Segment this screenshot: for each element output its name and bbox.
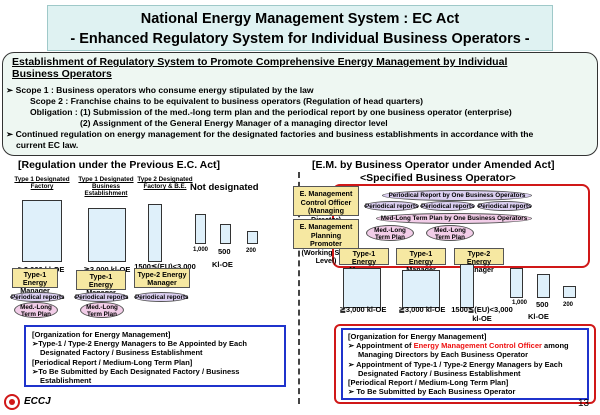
left-report-3: Periodical reports bbox=[134, 292, 189, 302]
right-report-3: Periodical reports bbox=[477, 201, 532, 211]
eccj-logo-icon bbox=[4, 394, 20, 410]
left-bar-500 bbox=[220, 224, 231, 244]
right-plan-1: Med.-Long Term Plan bbox=[366, 225, 414, 241]
right-val-2: ≧3,000 kl-OE bbox=[398, 305, 446, 314]
right-val-3b: kl-OE bbox=[472, 314, 492, 323]
right-org-box: [Organization for Energy Management] ➢ A… bbox=[341, 328, 589, 400]
continued-text: Continued regulation on energy managemen… bbox=[15, 129, 534, 139]
right-type2-bar bbox=[460, 264, 474, 308]
right-org-bullet-1: ➢ Appointment of Energy Management Contr… bbox=[348, 341, 569, 351]
left-report-2: Periodical reports bbox=[74, 292, 129, 302]
right-org-bullet-2b: Designated Factory / Business Establishm… bbox=[358, 368, 521, 378]
left-org-bullet-2: ➢To Be Submitted by Each Designated Fact… bbox=[32, 366, 240, 376]
right-manager-1: Type-1 Energy Manager bbox=[339, 248, 389, 274]
left-small-200: 200 bbox=[246, 248, 257, 254]
left-col2-label: Type 1 Designated Business Establishment bbox=[78, 176, 134, 197]
control-officer-highlight: Energy Management Control Officer bbox=[413, 341, 542, 351]
right-val-1: ≧3,000 kl-OE bbox=[339, 305, 387, 314]
left-org-bullet-2b: Establishment bbox=[40, 376, 92, 386]
scope-2-line: Scope 2 : Franchise chains to be equival… bbox=[30, 96, 423, 107]
right-small-200: 200 bbox=[563, 302, 574, 308]
left-factory-bar bbox=[22, 200, 62, 262]
right-org-bullet-2: ➢ Appointment of Type-1 / Type-2 Energy … bbox=[348, 359, 563, 369]
right-org-bullet-1b: Managing Directors by Each Business Oper… bbox=[358, 350, 529, 360]
left-manager-3: Type-2 Energy Manager bbox=[134, 268, 190, 288]
right-section-subtitle: <Specified Business Operator> bbox=[360, 172, 516, 184]
left-small-500: 500 bbox=[218, 247, 231, 256]
section-divider bbox=[298, 172, 300, 404]
right-org-heading-2: [Periodical Report / Medium-Long Term Pl… bbox=[348, 378, 509, 388]
periodical-report-one-operator: Periodical Report by One Business Operat… bbox=[382, 190, 532, 201]
left-bar-200 bbox=[247, 231, 258, 244]
left-kloe: Kl-OE bbox=[212, 260, 233, 269]
obligation-text-2: (2) Assignment of the General Energy Man… bbox=[80, 118, 388, 128]
continued-line: ➢ Continued regulation on energy managem… bbox=[6, 129, 534, 139]
planning-promoter-box: E. Management Planning Promoter (Working… bbox=[293, 219, 359, 265]
left-val-2: ≧3,000 kl-OE bbox=[74, 265, 140, 274]
page-number: 13 bbox=[578, 398, 590, 409]
continued-text-2: current EC law. bbox=[16, 140, 79, 150]
left-plan-1: Med.-Long Term Plan bbox=[14, 302, 58, 318]
title-line-1: National Energy Management System : EC A… bbox=[140, 11, 460, 27]
right-org-bullet-3: ➢ To Be Submitted by Each Business Opera… bbox=[348, 387, 516, 397]
right-report-2: Periodical reports bbox=[420, 201, 475, 211]
continued-line-2: current EC law. bbox=[16, 140, 78, 151]
eccj-logo-text: ECCJ bbox=[24, 396, 51, 407]
obligation-line: Obligation : (1) Submission of the med.-… bbox=[30, 107, 512, 118]
right-report-1: Periodical reports bbox=[364, 201, 419, 211]
obligation-line-2: (2) Assignment of the General Energy Man… bbox=[80, 118, 388, 129]
scope-1-line: ➢ Scope 1 : Business operators who consu… bbox=[6, 85, 314, 95]
left-manager-2: Type-1 Energy Manager bbox=[76, 270, 126, 297]
left-org-heading-1: [Organization for Energy Management] bbox=[32, 330, 171, 339]
right-org-box-outer: [Organization for Energy Management] ➢ A… bbox=[334, 324, 596, 404]
right-plan-2: Med.-Long Term Plan bbox=[426, 225, 474, 241]
left-org-heading-2: [Periodical Report / Medium-Long Term Pl… bbox=[32, 357, 193, 367]
control-officer-box: E. Management Control Officer (Managing … bbox=[293, 186, 359, 223]
intro-heading: Establishment of Regulatory System to Pr… bbox=[12, 56, 508, 80]
right-manager-3: Type-2 Energy Manager bbox=[454, 248, 504, 274]
right-small-500: 500 bbox=[536, 300, 549, 309]
left-plan-2: Med.-Long Term Plan bbox=[80, 302, 124, 318]
left-section-title: [Regulation under the Previous E.C. Act] bbox=[18, 159, 221, 171]
left-org-bullet-1b: Designated Factory / Business Establishm… bbox=[40, 348, 203, 358]
left-org-box: [Organization for Energy Management] ➢Ty… bbox=[24, 325, 286, 387]
obligation-text: Obligation : (1) Submission of the med.-… bbox=[30, 107, 512, 117]
scope-1-text: Scope 1 : Business operators who consume… bbox=[15, 85, 314, 95]
left-bar-1000 bbox=[195, 214, 206, 244]
scope-2-text: Scope 2 : Franchise chains to be equival… bbox=[30, 96, 424, 106]
left-small-1000: 1,000 bbox=[193, 247, 209, 253]
left-manager-1: Type-1 Energy Manager bbox=[12, 268, 58, 295]
left-col3-label: Type 2 Designated Factory & B.E. bbox=[137, 176, 193, 190]
right-factory-bar bbox=[343, 268, 381, 308]
left-col1-label: Type 1 Designated Factory bbox=[14, 176, 70, 190]
title-line-2: - Enhanced Regulatory System for Individ… bbox=[70, 31, 530, 47]
right-bar-200 bbox=[563, 286, 576, 298]
right-section-title: [E.M. by Business Operator under Amended… bbox=[312, 159, 555, 171]
right-kloe: Kl-OE bbox=[528, 312, 549, 321]
not-designated-label: Not designated bbox=[190, 182, 259, 193]
left-type2-bar bbox=[148, 204, 162, 262]
right-establishment-bar bbox=[402, 270, 440, 308]
right-org-heading-1: [Organization for Energy Management] bbox=[348, 332, 487, 341]
right-manager-2: Type-1 Energy Manager bbox=[396, 248, 446, 274]
right-bar-500 bbox=[537, 274, 550, 298]
right-small-1000: 1,000 bbox=[512, 300, 528, 306]
right-val-3a: 1500≦(EU)<3,000 bbox=[451, 305, 513, 314]
left-org-bullet-1: ➢Type-1 / Type-2 Energy Managers to Be A… bbox=[32, 339, 247, 349]
medlong-plan-one-operator: Med-Long Term Plan by One Business Opera… bbox=[376, 213, 532, 224]
title-banner: National Energy Management System : EC A… bbox=[47, 5, 553, 51]
intro-panel bbox=[2, 52, 598, 156]
left-report-1: Periodical reports bbox=[10, 292, 65, 302]
left-val-3a: 1500≦(EU)<3,000 bbox=[134, 262, 196, 271]
right-bar-1000 bbox=[510, 268, 523, 298]
left-establishment-bar bbox=[88, 208, 126, 262]
